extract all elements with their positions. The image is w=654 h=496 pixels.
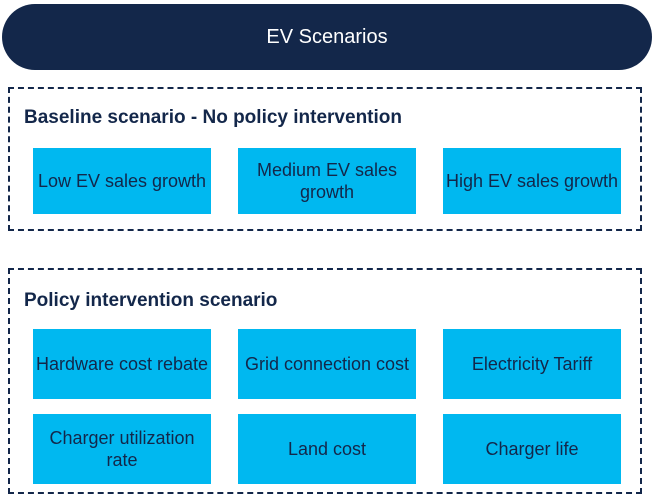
scenario-box: Electricity Tariff xyxy=(443,329,621,399)
scenario-box: Hardware cost rebate xyxy=(33,329,211,399)
scenario-box: High EV sales growth xyxy=(443,148,621,214)
scenario-box: Medium EV sales growth xyxy=(238,148,416,214)
group: Policy intervention scenario xyxy=(8,268,642,494)
scenario-box: Charger utilization rate xyxy=(33,414,211,484)
scenario-box: Charger life xyxy=(443,414,621,484)
scenario-box: Land cost xyxy=(238,414,416,484)
group: Baseline scenario - No policy interventi… xyxy=(8,87,642,231)
scenario-box: Grid connection cost xyxy=(238,329,416,399)
group-title: Policy intervention scenario xyxy=(24,290,278,311)
group-title: Baseline scenario - No policy interventi… xyxy=(24,107,402,128)
scenario-box: Low EV sales growth xyxy=(33,148,211,214)
header: EV Scenarios xyxy=(2,4,652,70)
